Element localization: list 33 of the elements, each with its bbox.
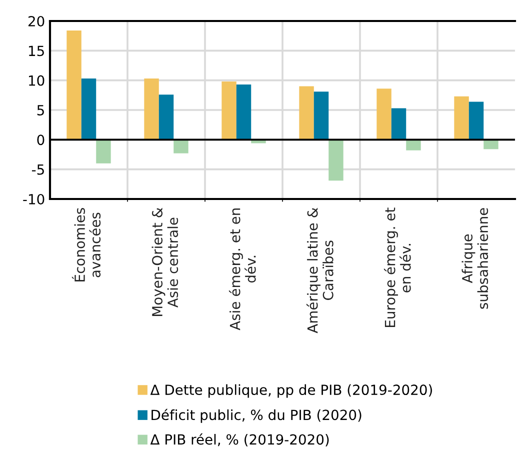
y-tick-label: 20 <box>28 16 44 26</box>
x-tick-label: Économies avancées <box>72 208 101 282</box>
bar <box>158 94 174 140</box>
bar <box>174 140 188 154</box>
bar <box>391 108 406 140</box>
bar <box>66 30 82 140</box>
y-tick-label: 10 <box>28 75 44 86</box>
bar <box>328 140 344 181</box>
x-tick-label: Moyen-Orient & Asie centrale <box>152 208 178 316</box>
legend-label: Δ PIB réel, % (2019-2020) <box>150 433 329 446</box>
bar <box>144 78 159 140</box>
bar <box>376 88 392 140</box>
bar <box>222 82 236 140</box>
legend-label: Déficit public, % du PIB (2020) <box>152 408 362 423</box>
y-tick-label: 15 <box>28 46 44 56</box>
y-tick-label: 5 <box>37 105 44 116</box>
y-tick-label: -10 <box>23 194 44 204</box>
bar <box>96 140 111 164</box>
bar <box>454 96 469 140</box>
x-tick-label: Asie émerg. et en dév. <box>228 208 256 330</box>
bar <box>236 84 252 140</box>
x-tick-label: Europe émerg. et en dév. <box>384 208 411 327</box>
bar <box>299 86 314 140</box>
y-tick-label: 0 <box>37 134 44 146</box>
bar <box>406 140 421 150</box>
x-tick-label: Afrique subsaharienne <box>462 208 488 309</box>
y-tick-label: -5 <box>32 164 44 175</box>
bar <box>81 78 96 140</box>
legend-label: Δ Dette publique, pp de PIB (2019-2020) <box>150 384 432 398</box>
bar <box>314 92 329 140</box>
bar <box>484 140 498 150</box>
x-tick-label: Amérique latine & Caraïbes <box>306 208 334 334</box>
bar <box>468 102 484 140</box>
